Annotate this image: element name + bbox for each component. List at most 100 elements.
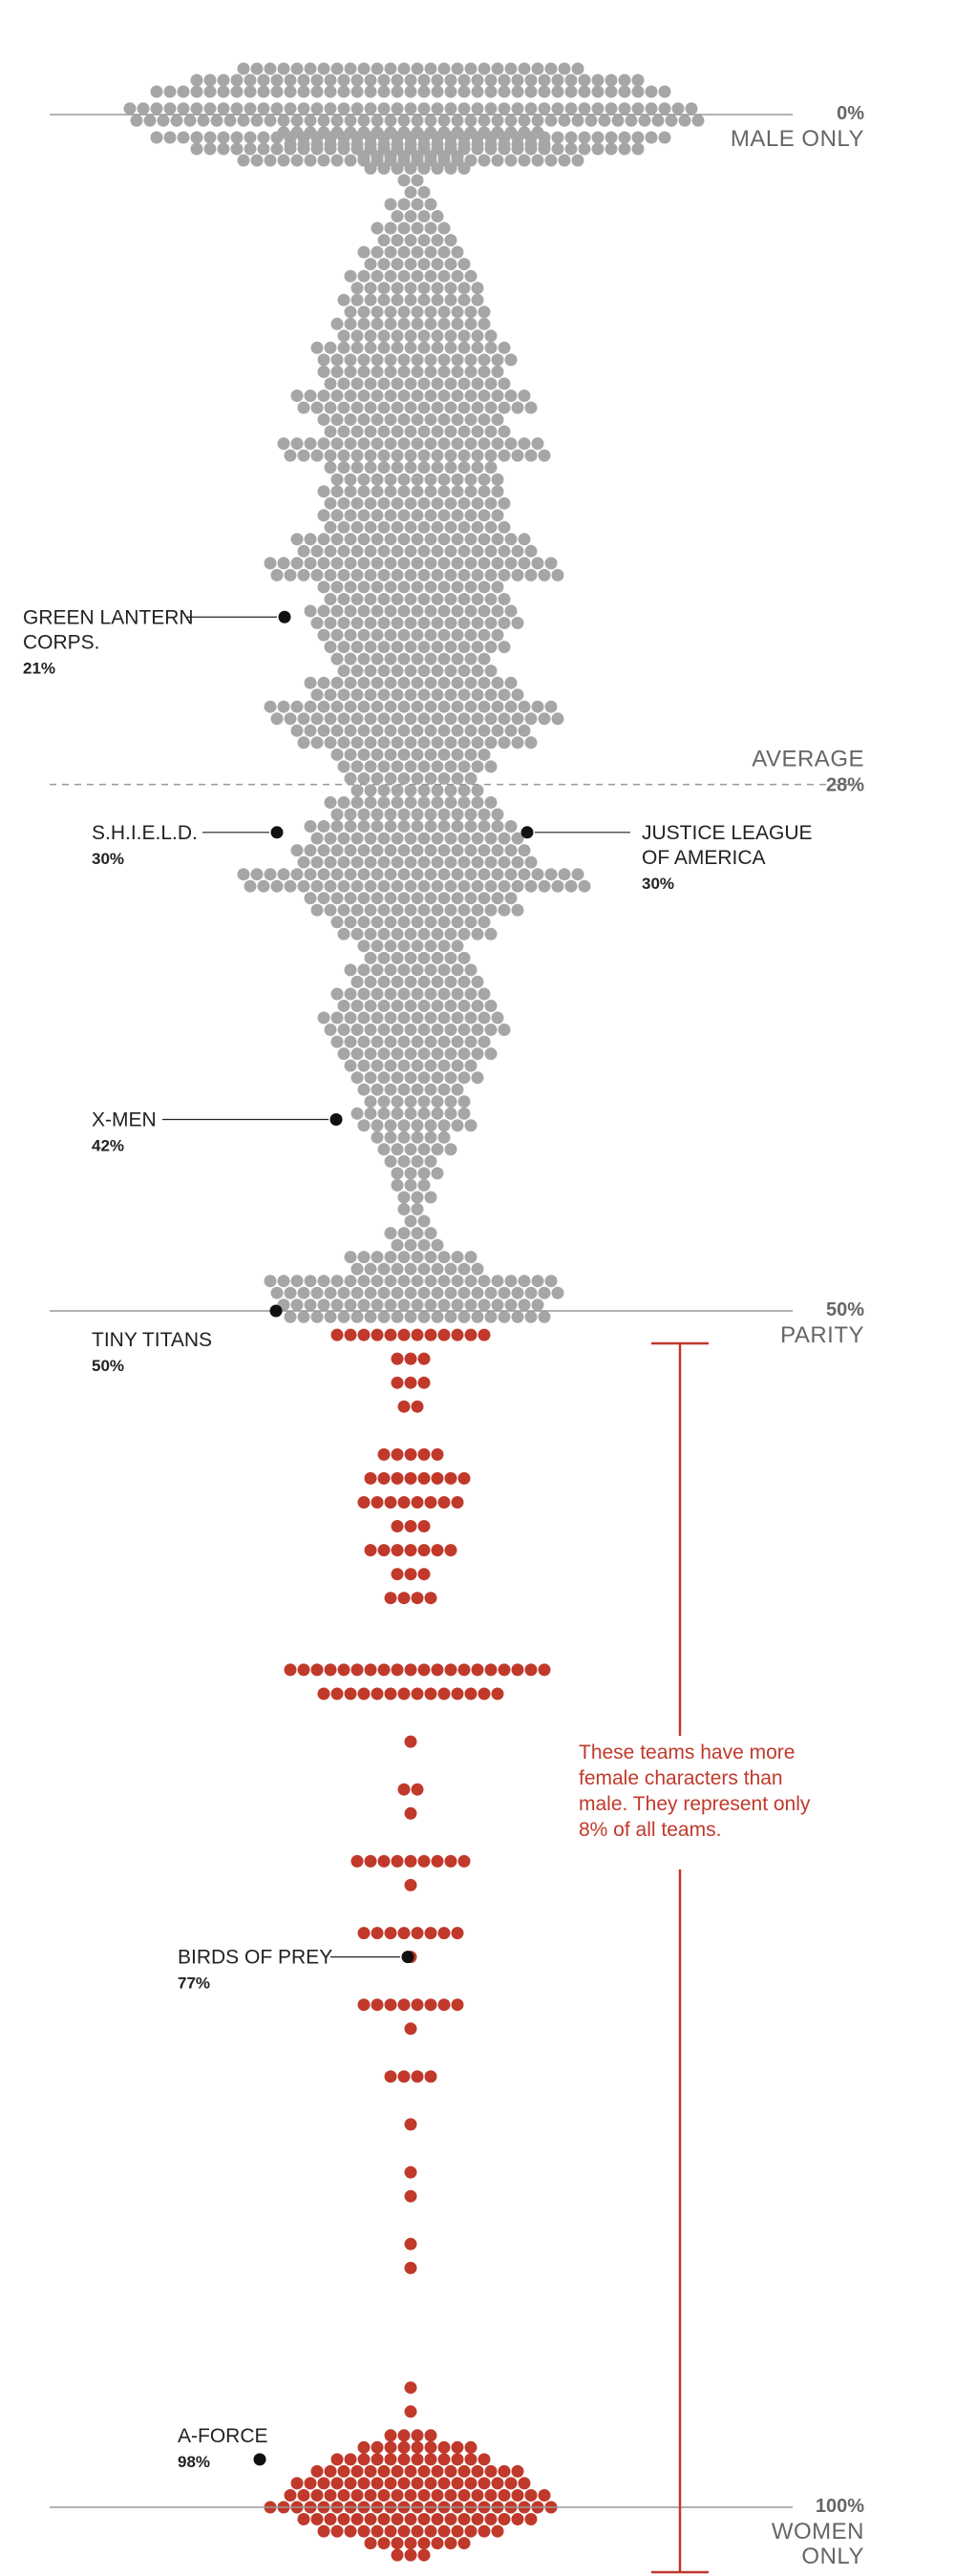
team-dot (451, 844, 464, 857)
team-dot (484, 1047, 498, 1061)
team-dot (344, 62, 357, 75)
team-dot (437, 1687, 451, 1700)
team-dot (344, 771, 357, 785)
team-dot (424, 581, 437, 594)
team-dot (678, 114, 691, 127)
annotation-name: JUSTICE LEAGUE OF AMERICA (642, 822, 813, 869)
team-dot (344, 2524, 357, 2538)
team-dot (464, 868, 478, 881)
team-dot (404, 1047, 417, 1061)
team-dot (304, 2477, 317, 2490)
team-dot (284, 85, 297, 98)
highlight-dot (401, 1951, 414, 1964)
team-dot (330, 700, 344, 713)
team-dot (524, 855, 538, 869)
team-dot (391, 1544, 404, 1557)
team-dot (391, 855, 404, 869)
team-dot (424, 198, 437, 211)
team-dot (478, 724, 491, 737)
team-dot (538, 1286, 551, 1299)
team-dot (344, 1328, 357, 1341)
team-dot (397, 581, 411, 594)
team-dot (417, 1214, 431, 1228)
reference-pct: 100% (816, 2496, 864, 2517)
team-dot (391, 1238, 404, 1252)
team-dot (491, 892, 504, 905)
team-dot (451, 154, 464, 167)
team-dot (424, 987, 437, 1001)
team-dot (444, 903, 457, 917)
team-dot (391, 1663, 404, 1677)
team-dot (404, 1544, 417, 1557)
team-dot (217, 74, 230, 87)
team-dot (457, 496, 471, 510)
team-dot (391, 927, 404, 940)
team-dot (437, 963, 451, 977)
team-dot (297, 2513, 310, 2525)
team-dot (431, 449, 444, 462)
team-dot (437, 987, 451, 1001)
team-dot (377, 975, 391, 988)
team-dot (411, 1496, 424, 1509)
team-dot (344, 581, 357, 594)
team-dot (464, 963, 478, 977)
team-dot (371, 1035, 384, 1048)
team-dot (203, 142, 217, 156)
team-dot (377, 712, 391, 726)
team-dot (377, 1286, 391, 1299)
team-dot (484, 2464, 498, 2478)
team-dot (484, 1024, 498, 1036)
team-dot (397, 868, 411, 881)
team-dot (397, 963, 411, 977)
team-dot (317, 114, 330, 127)
team-dot (371, 62, 384, 75)
team-dot (417, 736, 431, 750)
team-dot (284, 74, 297, 87)
team-dot (484, 461, 498, 475)
team-dot (491, 473, 504, 486)
team-dot (310, 401, 324, 414)
team-dot (364, 544, 377, 558)
team-dot (411, 1083, 424, 1096)
team-dot (491, 533, 504, 546)
team-dot (464, 2440, 478, 2454)
team-dot (344, 1011, 357, 1024)
team-dot (310, 341, 324, 354)
team-dot (337, 401, 350, 414)
team-dot (498, 1024, 511, 1036)
team-dot (337, 496, 350, 510)
team-dot (498, 2513, 511, 2525)
team-dot (491, 365, 504, 378)
team-dot (518, 390, 531, 402)
team-dot (177, 131, 190, 144)
team-dot (384, 2440, 397, 2454)
team-dot (457, 593, 471, 605)
team-dot (364, 282, 377, 295)
team-dot (685, 102, 698, 116)
team-dot (371, 963, 384, 977)
team-dot (411, 700, 424, 713)
team-dot (471, 2513, 484, 2525)
team-dot (304, 700, 317, 713)
team-dot (484, 425, 498, 438)
team-dot (444, 377, 457, 391)
team-dot (404, 1107, 417, 1120)
team-dot (377, 736, 391, 750)
team-dot (371, 557, 384, 570)
team-dot (411, 1130, 424, 1144)
team-dot (417, 1071, 431, 1085)
team-dot (384, 2429, 397, 2442)
team-dot (451, 700, 464, 713)
team-dot (457, 641, 471, 654)
team-dot (444, 258, 457, 271)
team-dot (371, 2524, 384, 2538)
team-dot (498, 832, 511, 845)
team-dot (491, 62, 504, 75)
team-dot (431, 2537, 444, 2550)
team-dot (371, 1927, 384, 1940)
team-dot (277, 62, 290, 75)
team-dot (424, 1035, 437, 1048)
team-dot (337, 1000, 350, 1012)
team-dot (250, 154, 264, 167)
